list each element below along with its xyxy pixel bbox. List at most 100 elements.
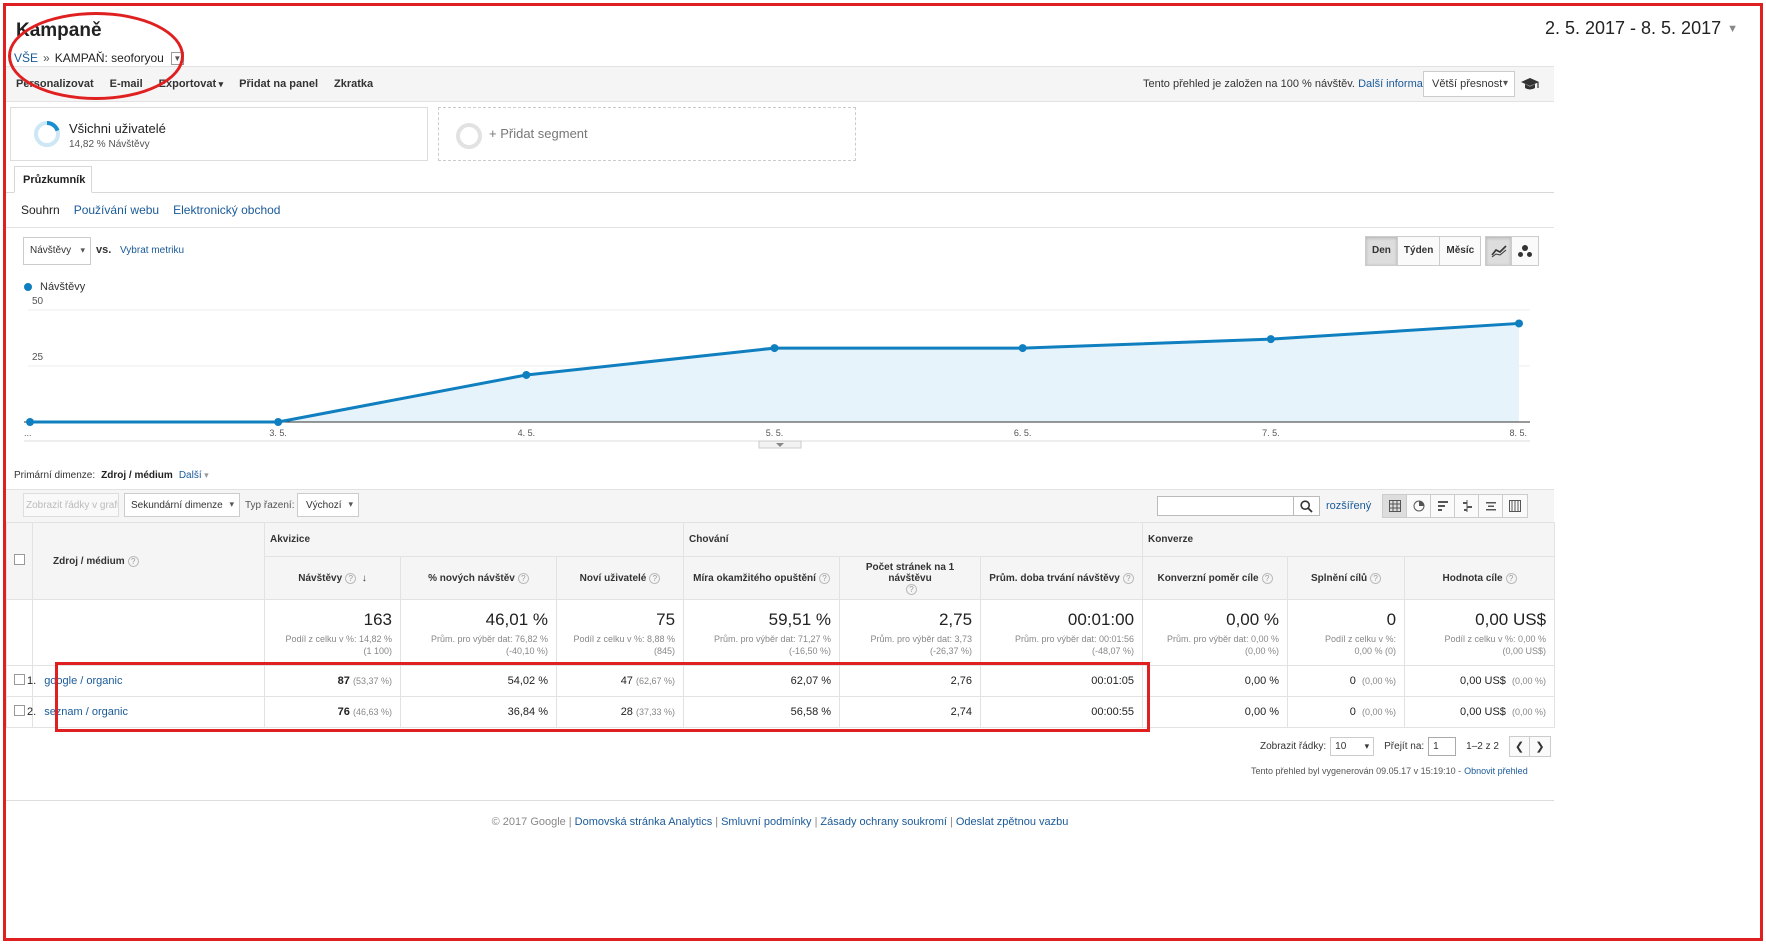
- help-icon[interactable]: ?: [1122, 572, 1134, 584]
- y-tick-label: 50: [32, 296, 44, 307]
- row-duration: 00:01:05: [980, 665, 1144, 697]
- select-all-checkbox[interactable]: [14, 554, 25, 565]
- period-month-button[interactable]: Měsíc: [1440, 237, 1481, 265]
- subtab-summary[interactable]: Souhrn: [21, 203, 60, 217]
- breadcrumb-all-link[interactable]: VŠE: [14, 51, 39, 65]
- segment-all-users[interactable]: Všichni uživatelé 14,82 % Návštěvy: [10, 107, 428, 161]
- date-range-label: 2. 5. 2017 - 8. 5. 2017: [1544, 18, 1722, 38]
- help-icon[interactable]: ?: [1370, 572, 1382, 584]
- help-icon[interactable]: ?: [1505, 572, 1517, 584]
- total-bounce: 59,51 % Prům. pro výběr dat: 71,27 % (-16,…: [683, 599, 841, 666]
- col-new-pct[interactable]: % nových návštěv?: [400, 556, 557, 600]
- row-bounce: 56,58 %: [683, 696, 841, 728]
- help-icon[interactable]: ?: [906, 583, 918, 595]
- date-range-picker[interactable]: 2. 5. 2017 - 8. 5. 2017 ▼: [1545, 18, 1738, 39]
- breadcrumb-dropdown-icon[interactable]: ▼: [170, 51, 184, 65]
- tab-divider: [6, 192, 1554, 193]
- breadcrumb-separator: »: [43, 51, 50, 65]
- page-title: Kampaně: [16, 20, 102, 41]
- footer-link-feedback[interactable]: Odeslat zpětnou vazbu: [955, 816, 1069, 828]
- col-goals[interactable]: Splnění cílů?: [1287, 556, 1406, 600]
- footer-link-analytics-home[interactable]: Domovská stránka Analytics: [574, 816, 713, 828]
- search-icon: [1300, 499, 1313, 513]
- add-to-dashboard-button[interactable]: Přidat na panel: [239, 78, 319, 90]
- row-source-link[interactable]: google / organic: [44, 675, 123, 687]
- row-goal-value: 0,00 US$ (0,00 %): [1404, 696, 1556, 728]
- col-bounce[interactable]: Míra okamžitého opuštění?: [683, 556, 841, 600]
- x-tick-label: 6. 5.: [1014, 428, 1032, 438]
- col-duration-label: Prům. doba trvání návštěvy: [989, 572, 1120, 584]
- help-icon[interactable]: ?: [345, 572, 357, 584]
- help-icon[interactable]: ?: [517, 572, 529, 584]
- table-view-toggle: [1382, 494, 1528, 518]
- dimension-header-label: Zdroj / médium: [53, 555, 125, 567]
- metric-dropdown[interactable]: Návštěvy: [23, 237, 91, 265]
- plot-rows-button[interactable]: Zobrazit řádky v grafu: [23, 493, 119, 517]
- advanced-filter-link[interactable]: rozšířený: [1326, 500, 1372, 512]
- performance-view-button[interactable]: [1431, 495, 1455, 517]
- col-new-users[interactable]: Noví uživatelé?: [555, 556, 685, 600]
- add-segment-button[interactable]: + Přidat segment: [438, 107, 856, 161]
- help-icon[interactable]: ?: [818, 572, 830, 584]
- next-page-button[interactable]: ❯: [1529, 737, 1550, 756]
- help-icon[interactable]: ?: [1261, 572, 1273, 584]
- select-metric-link[interactable]: Vybrat metriku: [120, 245, 185, 256]
- search-button[interactable]: [1294, 496, 1320, 516]
- chevron-right-icon: ❯: [1535, 741, 1545, 753]
- sampling-note-text: Tento přehled je založen na 100 % návště…: [1143, 78, 1355, 90]
- col-conv-rate-label: Konverzní poměr cíle: [1157, 572, 1259, 584]
- primary-dimension-value[interactable]: Zdroj / médium: [101, 470, 173, 481]
- col-visits-label: Návštěvy: [298, 572, 343, 584]
- col-duration[interactable]: Prům. doba trvání návštěvy?: [980, 556, 1144, 600]
- goto-page-input[interactable]: 1: [1428, 737, 1457, 756]
- dimension-header[interactable]: Zdroj / médium?: [32, 522, 265, 600]
- row-source-link[interactable]: seznam / organic: [44, 706, 128, 718]
- term-cloud-view-button[interactable]: [1479, 495, 1503, 517]
- customize-button[interactable]: Personalizovat: [16, 78, 94, 90]
- export-button[interactable]: Exportovat: [159, 78, 224, 90]
- period-week-button[interactable]: Týden: [1397, 237, 1441, 265]
- show-rows-dropdown[interactable]: 10: [1330, 737, 1375, 756]
- comparison-view-button[interactable]: [1455, 495, 1479, 517]
- pivot-view-button[interactable]: [1503, 495, 1527, 517]
- subtab-ecommerce[interactable]: Elektronický obchod: [173, 203, 281, 217]
- row-checkbox[interactable]: [14, 674, 25, 685]
- table-search-input[interactable]: [1157, 496, 1294, 516]
- prev-page-button[interactable]: ❮: [1509, 737, 1530, 756]
- email-button[interactable]: E-mail: [109, 78, 143, 90]
- row-checkbox[interactable]: [14, 705, 25, 716]
- secondary-dimension-dropdown[interactable]: Sekundární dimenze: [124, 493, 240, 517]
- x-tick-label: 4. 5.: [518, 428, 536, 438]
- pie-view-button[interactable]: [1407, 495, 1431, 517]
- legend-dot-icon: [24, 283, 32, 291]
- graduation-cap-icon[interactable]: [1520, 74, 1540, 94]
- row-source-cell: 2. seznam / organic: [27, 696, 265, 728]
- help-icon[interactable]: ?: [649, 572, 661, 584]
- more-info-link[interactable]: Další informace: [1358, 78, 1435, 90]
- col-pages[interactable]: Počet stránek na 1 návštěvu?: [839, 556, 982, 600]
- footer-divider: [6, 800, 1554, 801]
- col-goal-value-label: Hodnota cíle: [1442, 572, 1503, 584]
- sort-type-dropdown[interactable]: Výchozí: [297, 493, 359, 517]
- motion-chart-button[interactable]: [1512, 237, 1538, 265]
- help-icon[interactable]: ?: [127, 555, 139, 567]
- line-chart-button[interactable]: [1486, 237, 1512, 265]
- subtab-site-usage[interactable]: Používání webu: [73, 203, 160, 217]
- table-view-button[interactable]: [1383, 495, 1407, 517]
- col-conv-rate[interactable]: Konverzní poměr cíle?: [1142, 556, 1289, 600]
- col-goal-value[interactable]: Hodnota cíle?: [1404, 556, 1556, 600]
- row-duration: 00:00:55: [980, 696, 1144, 728]
- footer-link-terms[interactable]: Smluvní podmínky: [721, 816, 812, 828]
- total-goals: 0 Podíl z celku v %: 0,00 % (0): [1287, 599, 1406, 666]
- shortcut-button[interactable]: Zkratka: [334, 78, 374, 90]
- tab-explorer[interactable]: Průzkumník: [14, 166, 92, 193]
- table-row: 2. seznam / organic 76 (46,63 %) 36,84 % …: [6, 696, 1556, 728]
- totals-row: 163 Podíl z celku v %: 14,82 % (1 100) 46,…: [6, 599, 1556, 666]
- footer-link-privacy[interactable]: Zásady ochrany soukromí: [820, 816, 947, 828]
- refresh-report-link[interactable]: Obnovit přehled: [1464, 766, 1528, 776]
- period-day-button[interactable]: Den: [1366, 237, 1398, 265]
- precision-dropdown[interactable]: Větší přesnost: [1423, 71, 1515, 97]
- col-visits[interactable]: Návštěvy? ↓: [264, 556, 401, 600]
- more-dimensions-link[interactable]: Další: [179, 470, 209, 481]
- chevron-down-icon: [776, 443, 784, 447]
